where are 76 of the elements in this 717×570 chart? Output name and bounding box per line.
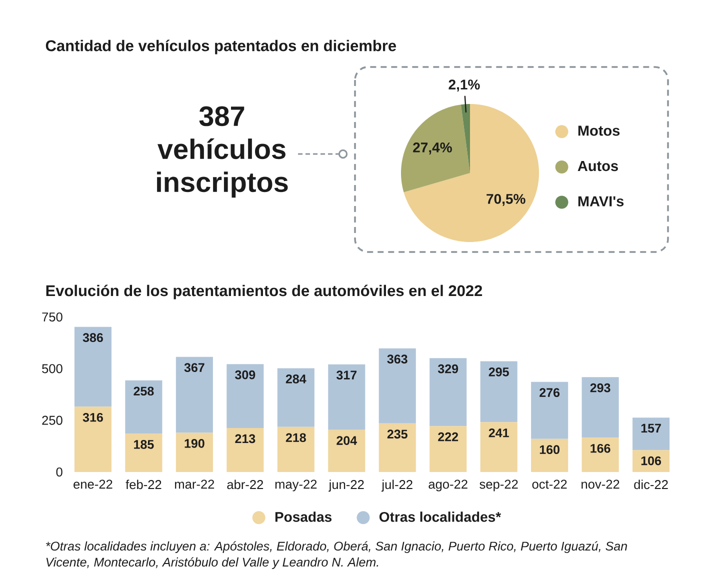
bar: [430, 426, 467, 472]
y-tick-label: 500: [42, 364, 62, 374]
data-label: 276: [540, 388, 560, 398]
y-tick-label: 0: [56, 467, 62, 477]
data-label: 235: [387, 430, 408, 439]
data-label: 222: [438, 432, 458, 442]
bar: [226, 428, 264, 472]
bar: [74, 326, 112, 407]
data-label: 309: [235, 370, 256, 380]
legend-label: Otras localidades*: [379, 512, 502, 522]
bar: [480, 361, 518, 422]
data-label: 241: [488, 428, 509, 438]
bar: [531, 382, 568, 439]
bar: [531, 438, 568, 472]
bar: [277, 368, 314, 427]
data-label: 157: [641, 424, 661, 433]
y-tick-label: 750: [42, 312, 62, 322]
data-label: 160: [540, 445, 560, 454]
x-tick-label: sep-22: [480, 480, 518, 492]
x-tick-label: abr-22: [227, 480, 264, 490]
bar: [632, 450, 670, 472]
bar: [176, 432, 213, 472]
data-label: 367: [184, 363, 204, 372]
y-tick-label: 250: [42, 416, 62, 425]
data-label: 317: [336, 370, 357, 380]
x-tick-label: jun-22: [328, 480, 364, 492]
data-label: 106: [641, 456, 662, 466]
bar: [125, 434, 162, 472]
data-label: 293: [590, 383, 610, 392]
bar: [582, 438, 619, 472]
data-label: 316: [82, 412, 103, 422]
bar: [277, 426, 314, 472]
bar: [328, 430, 366, 472]
x-tick-label: jul-22: [381, 480, 412, 492]
data-label: 218: [286, 433, 306, 442]
legend-label: Motos: [578, 126, 620, 136]
data-label: 27,4%: [413, 142, 452, 154]
x-tick-label: ene-22: [74, 480, 112, 489]
bar: [378, 423, 416, 472]
data-label: 258: [134, 386, 154, 396]
data-label: 284: [286, 374, 306, 384]
bar: [176, 356, 213, 433]
chart-title: Evolución de los patentamientos de automóviles en el 2022: [46, 284, 482, 300]
data-label: 2,1%: [448, 80, 480, 92]
data-label: 386: [82, 333, 103, 342]
data-label: 204: [336, 436, 357, 445]
x-tick-label: ago-22: [428, 480, 468, 492]
data-label: 213: [235, 434, 256, 444]
text: Cantidad de vehículos patentados en diciembre: [46, 40, 396, 54]
x-tick-label: mar-22: [175, 480, 214, 489]
bar: [582, 377, 619, 438]
bar: [226, 364, 264, 428]
bar: [480, 422, 518, 472]
data-label: 295: [488, 367, 509, 376]
x-tick-label: nov-22: [582, 480, 620, 489]
bar: [125, 380, 162, 434]
text: *Otras localidades incluyen a: Apóstoles, Eldorado, Oberá, San Ignacio, Puerto Rico, Puerto Iguazú, San Vicente, Montecarlo, Aristóbulo del Valle y Leandro N. Alem.: [46, 541, 627, 570]
text: 387 vehículos inscriptos: [157, 106, 288, 198]
data-label: 185: [134, 440, 154, 449]
legend-label: Autos: [578, 161, 618, 172]
x-tick-label: feb-22: [126, 480, 162, 490]
data-label: 190: [184, 438, 204, 448]
data-label: 363: [387, 354, 408, 364]
legend-label: MAVI's: [578, 196, 624, 206]
bar: [328, 364, 366, 430]
legend-label: Posadas: [275, 512, 332, 522]
bar: [430, 358, 467, 426]
data-label: 166: [590, 444, 610, 453]
bar: [632, 418, 670, 450]
bar: [378, 348, 416, 424]
x-tick-label: dic-22: [634, 480, 668, 490]
data-label: 329: [438, 364, 458, 374]
bar: [74, 406, 112, 472]
x-tick-label: oct-22: [532, 480, 567, 489]
x-tick-label: may-22: [275, 480, 317, 492]
data-label: 70,5%: [486, 194, 526, 206]
